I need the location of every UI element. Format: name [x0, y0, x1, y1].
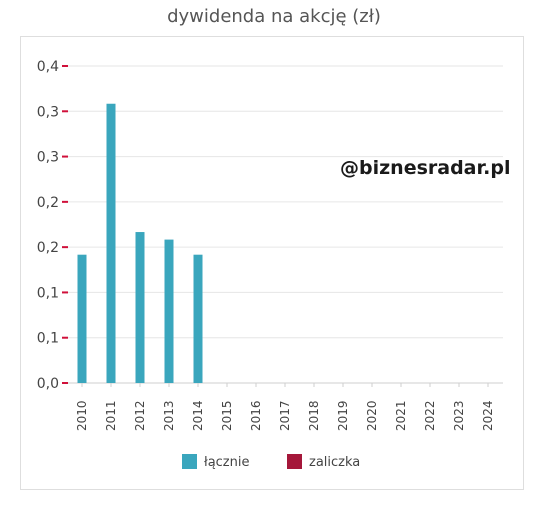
- x-tick-label: 2015: [220, 400, 234, 431]
- x-tick-label: 2014: [191, 400, 205, 431]
- grid-lines: [68, 65, 503, 384]
- x-tick-label: 2016: [249, 400, 263, 431]
- x-tick-label: 2018: [307, 400, 321, 431]
- legend-swatch: [287, 454, 302, 469]
- chart-title: dywidenda na akcję (zł): [167, 6, 381, 27]
- bar-2012: [135, 232, 145, 383]
- x-tick-label: 2017: [278, 400, 292, 431]
- x-tick-label: 2010: [75, 400, 89, 431]
- x-tick-label: 2012: [133, 400, 147, 431]
- y-tick-label: 0,1: [37, 331, 59, 347]
- x-tick-label: 2022: [423, 400, 437, 431]
- x-axis: 2010 2011 2012 2013 2014 2015 2016 2017 2018 2019…: [75, 383, 495, 431]
- legend-swatch: [182, 454, 197, 469]
- y-tick-label: 0,0: [37, 376, 59, 392]
- x-tick-label: 2024: [481, 400, 495, 431]
- y-tick-label: 0,3: [37, 150, 59, 166]
- y-tick-label: 0,1: [37, 285, 59, 301]
- bar-2014: [193, 254, 203, 383]
- x-tick-label: 2013: [162, 400, 176, 431]
- x-tick-label: 2023: [452, 400, 466, 431]
- y-tick-label: 0,2: [37, 240, 59, 256]
- x-tick-label: 2020: [365, 400, 379, 431]
- x-tick-label: 2011: [104, 400, 118, 431]
- legend: łącznie zaliczka: [182, 454, 360, 470]
- bars: [77, 103, 203, 383]
- x-tick-label: 2019: [336, 400, 350, 431]
- legend-label: łącznie: [204, 455, 249, 470]
- y-tick-label: 0,3: [37, 104, 59, 120]
- bar-2013: [164, 239, 174, 383]
- watermark-text: @biznesradar.pl: [340, 157, 511, 179]
- y-axis: 0,0 0,1 0,1 0,2 0,2 0,3 0,3 0,4: [37, 59, 503, 392]
- bar-2010: [77, 254, 87, 383]
- bar-2011: [106, 103, 116, 383]
- y-tick-label: 0,4: [37, 59, 59, 75]
- x-tick-label: 2021: [394, 400, 408, 431]
- y-tick-label: 0,2: [37, 195, 59, 211]
- legend-label: zaliczka: [309, 455, 360, 470]
